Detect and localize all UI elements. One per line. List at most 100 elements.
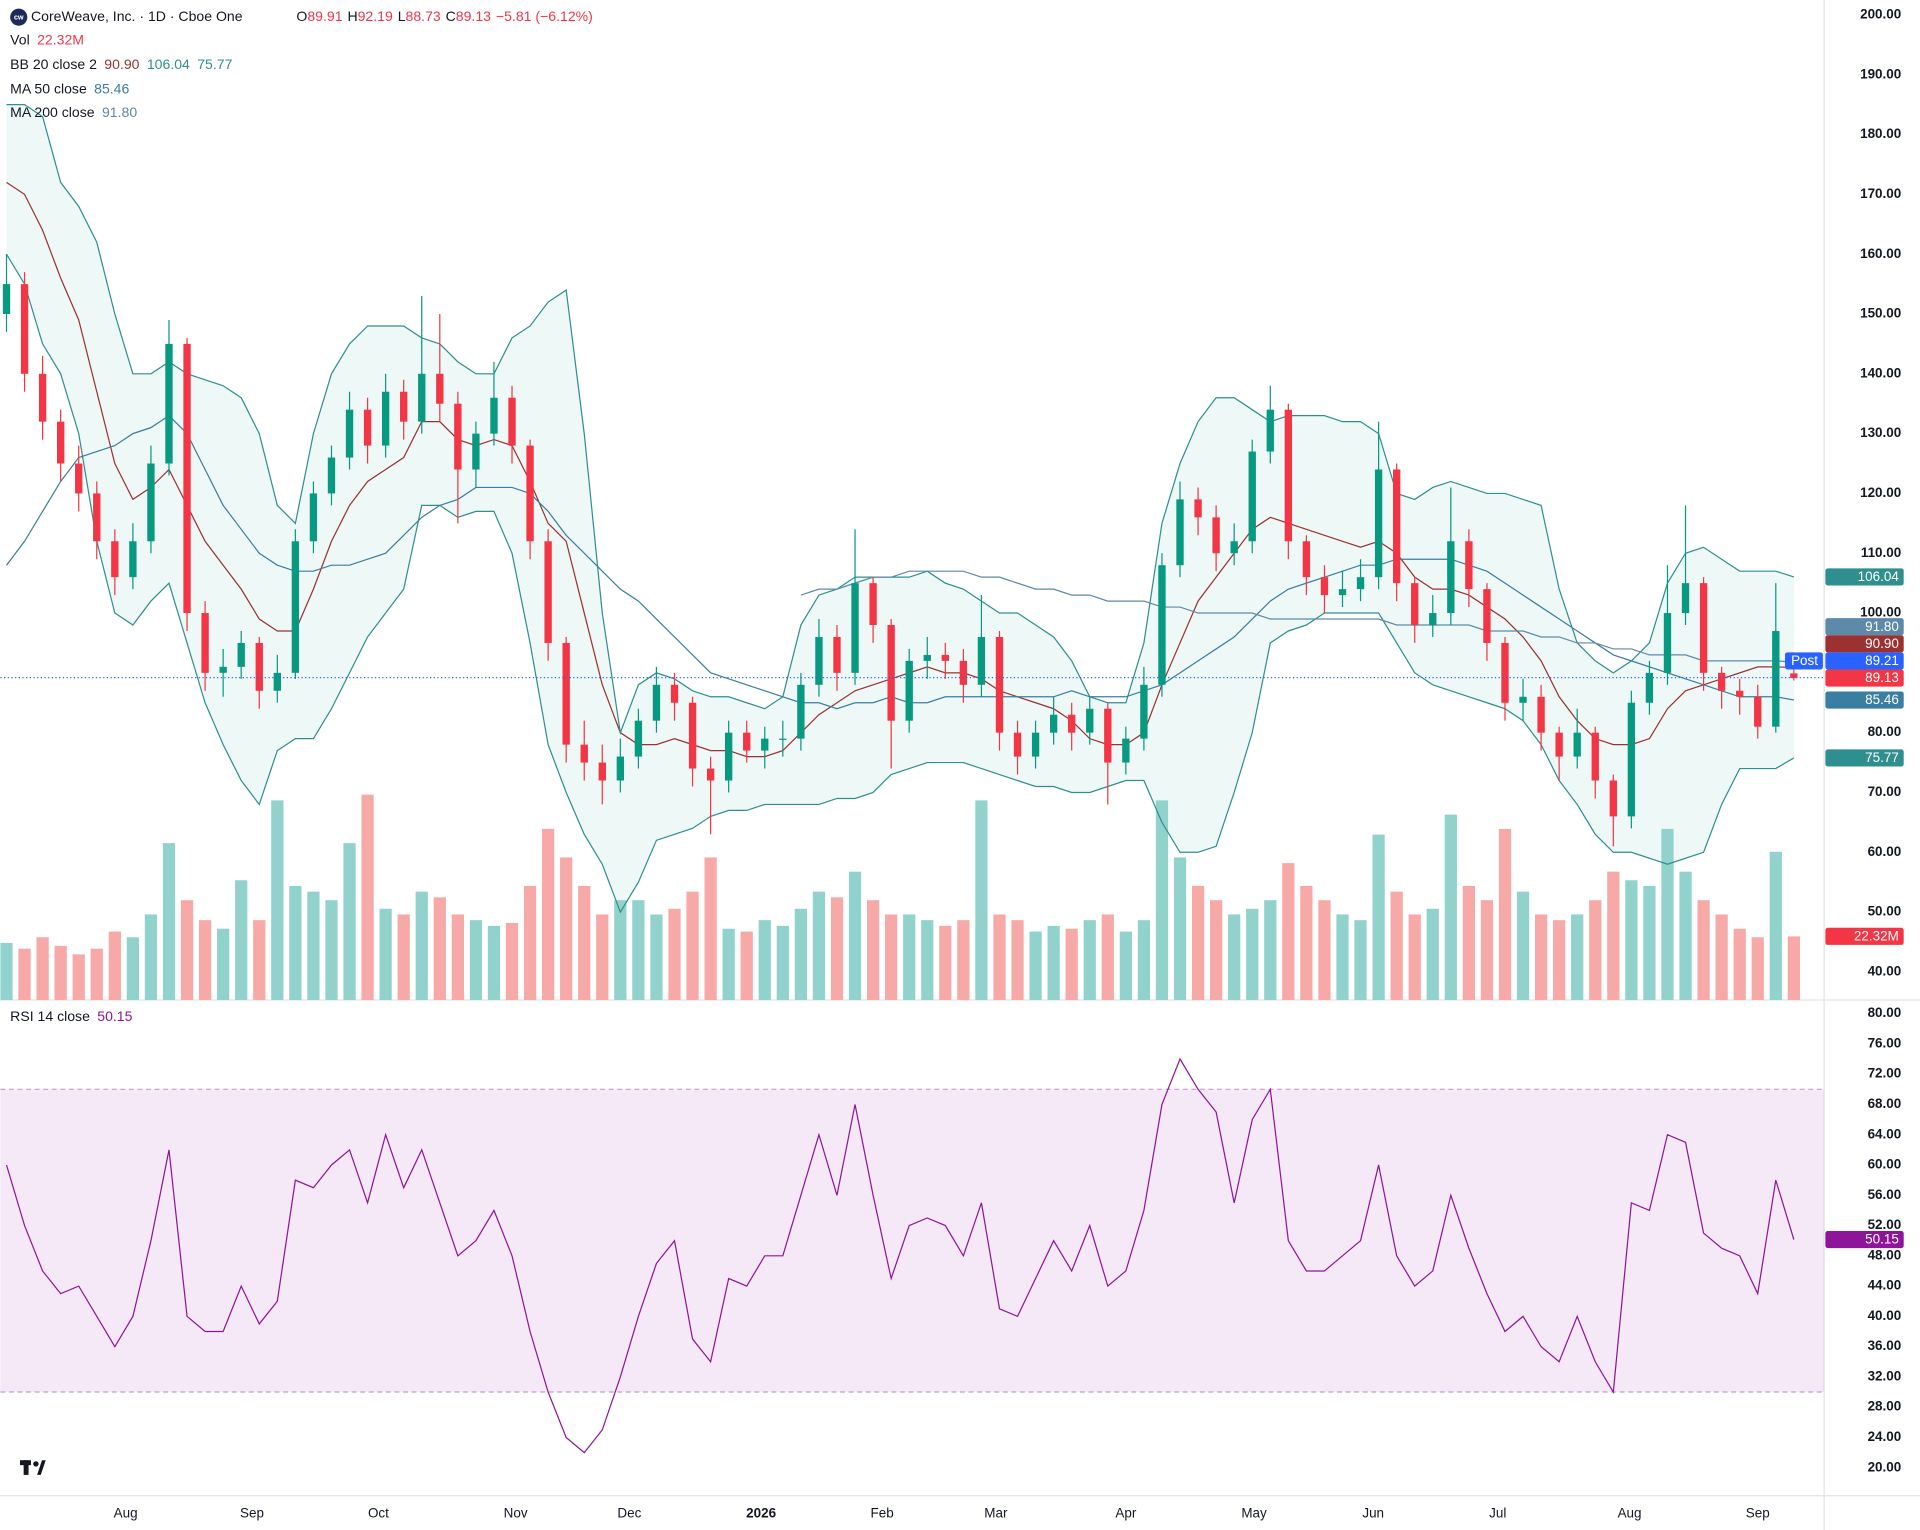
volume-bar	[90, 948, 103, 1001]
candle-body	[851, 583, 859, 673]
candle-body	[959, 660, 968, 685]
volume-bar	[1119, 931, 1132, 1001]
volume-bar	[650, 914, 663, 1001]
volume-bar	[1264, 900, 1277, 1001]
price-axis-label: 100.00	[1860, 605, 1901, 620]
volume-bar	[668, 908, 681, 1001]
volume-bar	[1607, 871, 1620, 1001]
candle-body	[1338, 589, 1347, 596]
volume-bar	[1625, 880, 1638, 1001]
candle-body	[688, 702, 697, 769]
candle-body	[616, 756, 625, 781]
volume-bar	[307, 891, 320, 1001]
price-axis-label: 80.00	[1868, 724, 1902, 739]
volume-bar	[722, 928, 735, 1001]
volume-bar	[1191, 885, 1205, 1001]
candle-body	[1212, 517, 1220, 554]
candle-body	[761, 738, 769, 751]
post-tag	[1784, 652, 1823, 670]
volume-bar	[1715, 914, 1728, 1001]
volume-bar	[1589, 900, 1602, 1001]
candle-body	[1609, 780, 1617, 817]
candle-body	[652, 684, 661, 721]
volume-bar	[686, 891, 699, 1001]
price-tag	[1825, 618, 1904, 636]
rsi-legend-value: 50.15	[97, 1008, 132, 1024]
volume-bar	[885, 914, 898, 1001]
price-tag	[1825, 652, 1904, 670]
volume-bar	[1444, 814, 1457, 1001]
candle-body	[724, 732, 733, 781]
price-tag-label: 75.77	[1865, 750, 1899, 765]
candle-body	[38, 373, 47, 422]
volume-bar	[1571, 914, 1584, 1001]
volume-bar	[1029, 931, 1042, 1001]
ma-legend-value: 85.46	[94, 80, 129, 96]
price-axis-label: 40.00	[1868, 963, 1902, 978]
price-axis-label: 120.00	[1860, 485, 1901, 500]
volume-bar	[1173, 857, 1187, 1001]
candle-body	[183, 343, 191, 614]
post-tag-label: Post	[1791, 653, 1818, 668]
volume-bar	[1354, 920, 1367, 1001]
candle-body	[1266, 409, 1274, 452]
candle-body	[941, 654, 949, 661]
bollinger-band	[5, 253, 1795, 914]
candle-body	[345, 409, 354, 458]
candle-body	[93, 493, 101, 542]
time-axis-label: Jul	[1489, 1506, 1506, 1521]
price-tag	[1825, 691, 1904, 709]
price-tag	[1825, 1230, 1904, 1249]
candle-body	[977, 636, 986, 685]
moving-average	[6, 414, 1794, 710]
price-tag-label: 90.90	[1865, 636, 1899, 651]
volume-bar	[36, 937, 49, 1001]
rsi-axis-label: 48.00	[1868, 1247, 1902, 1262]
volume-bar	[198, 920, 212, 1001]
candle-body	[1122, 738, 1130, 763]
bollinger-band	[6, 104, 1795, 736]
volume-bar	[866, 900, 880, 1001]
volume-bar	[180, 900, 194, 1001]
price-tag-label: 50.15	[1865, 1232, 1899, 1247]
candle-body	[1465, 541, 1473, 590]
candle-body	[1573, 732, 1581, 757]
candle-body	[1356, 577, 1365, 590]
volume-bar	[704, 857, 717, 1001]
candle-body	[1284, 409, 1293, 542]
legend-row: MA 50 close 85.46	[10, 80, 129, 96]
candle-body	[1230, 541, 1238, 554]
candle-body	[56, 421, 65, 464]
tv-logo-part	[37, 1460, 46, 1475]
volume-bar	[361, 794, 374, 1001]
candle-body	[1411, 583, 1419, 626]
volume-bar	[505, 923, 519, 1001]
legend-row: CoreWeave, Inc. · 1D · Cboe One O89.91 H92…	[31, 8, 593, 24]
candle-body	[454, 403, 462, 470]
price-axis-label: 70.00	[1868, 784, 1902, 799]
symbol-title: CoreWeave, Inc. · 1D · Cboe One	[31, 8, 243, 24]
volume-bar	[1372, 834, 1385, 1001]
candle-body	[363, 409, 372, 446]
ohlc-value: 92.19	[358, 8, 393, 24]
candle-body	[201, 613, 209, 673]
price-tag-label: 91.80	[1865, 619, 1899, 634]
volume-bar	[758, 920, 771, 1001]
candle-body	[743, 732, 751, 751]
volume-bar	[1155, 800, 1169, 1001]
rsi-axis-label: 36.00	[1868, 1338, 1902, 1353]
time-axis-label: Apr	[1115, 1506, 1136, 1521]
volume-bar	[1679, 871, 1692, 1001]
volume-bar	[1480, 900, 1494, 1001]
candle-body	[291, 541, 300, 673]
candle-body	[75, 463, 83, 494]
volume-bar	[1534, 914, 1548, 1001]
time-axis-label: Feb	[871, 1506, 894, 1521]
volume-bar	[217, 928, 230, 1001]
ma-legend-name: MA 50 close	[10, 80, 87, 96]
volume-bar	[289, 885, 302, 1001]
ma-legend-value: 91.80	[102, 104, 137, 120]
candle-body	[1717, 672, 1726, 691]
time-axis-label: Dec	[617, 1506, 641, 1521]
rsi-axis-label: 44.00	[1868, 1278, 1902, 1293]
